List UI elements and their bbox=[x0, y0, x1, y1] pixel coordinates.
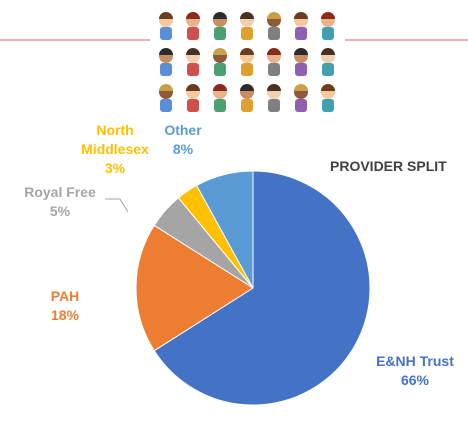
pie bbox=[136, 171, 370, 405]
person-hair bbox=[321, 48, 335, 55]
value-label: 66% bbox=[370, 371, 460, 390]
value-label: 18% bbox=[35, 306, 95, 325]
person-hair bbox=[186, 12, 200, 19]
person-body bbox=[160, 99, 172, 112]
person-hair bbox=[267, 48, 281, 55]
person-body bbox=[295, 63, 307, 76]
value-label: 8% bbox=[153, 140, 213, 159]
person-body bbox=[160, 63, 172, 76]
person-hair bbox=[159, 12, 173, 19]
person-hair bbox=[321, 84, 335, 91]
category-name: North Middlesex bbox=[65, 121, 165, 159]
person-hair bbox=[267, 84, 281, 91]
person-body bbox=[187, 63, 199, 76]
person-body bbox=[322, 63, 334, 76]
person-body bbox=[187, 99, 199, 112]
person-hair bbox=[186, 48, 200, 55]
person-body bbox=[241, 99, 253, 112]
person-body bbox=[214, 27, 226, 40]
chart-title: PROVIDER SPLIT bbox=[330, 158, 447, 174]
person-body bbox=[268, 27, 280, 40]
person-hair bbox=[294, 12, 308, 19]
person-hair bbox=[267, 12, 281, 19]
person-body bbox=[268, 99, 280, 112]
person-hair bbox=[321, 12, 335, 19]
person-body bbox=[241, 27, 253, 40]
page: PROVIDER SPLIT E&NH Trust66% PAH18% Royal … bbox=[0, 0, 468, 430]
category-name: Royal Free bbox=[0, 183, 120, 202]
category-name: PAH bbox=[35, 287, 95, 306]
person-hair bbox=[159, 48, 173, 55]
category-name: Other bbox=[153, 121, 213, 140]
person-body bbox=[160, 27, 172, 40]
person-body bbox=[187, 27, 199, 40]
people-illustration bbox=[159, 12, 335, 112]
person-hair bbox=[213, 48, 227, 55]
person-hair bbox=[213, 12, 227, 19]
person-body bbox=[295, 27, 307, 40]
person-hair bbox=[240, 12, 254, 19]
value-label: 5% bbox=[0, 202, 120, 221]
person-body bbox=[268, 63, 280, 76]
person-body bbox=[214, 99, 226, 112]
person-hair bbox=[294, 84, 308, 91]
person-hair bbox=[240, 48, 254, 55]
person-body bbox=[295, 99, 307, 112]
person-body bbox=[214, 63, 226, 76]
value-label: 3% bbox=[65, 159, 165, 178]
person-body bbox=[241, 63, 253, 76]
person-hair bbox=[186, 84, 200, 91]
person-body bbox=[322, 27, 334, 40]
person-hair bbox=[159, 84, 173, 91]
person-hair bbox=[294, 48, 308, 55]
person-hair bbox=[240, 84, 254, 91]
category-name: E&NH Trust bbox=[370, 352, 460, 371]
person-hair bbox=[213, 84, 227, 91]
person-body bbox=[322, 99, 334, 112]
